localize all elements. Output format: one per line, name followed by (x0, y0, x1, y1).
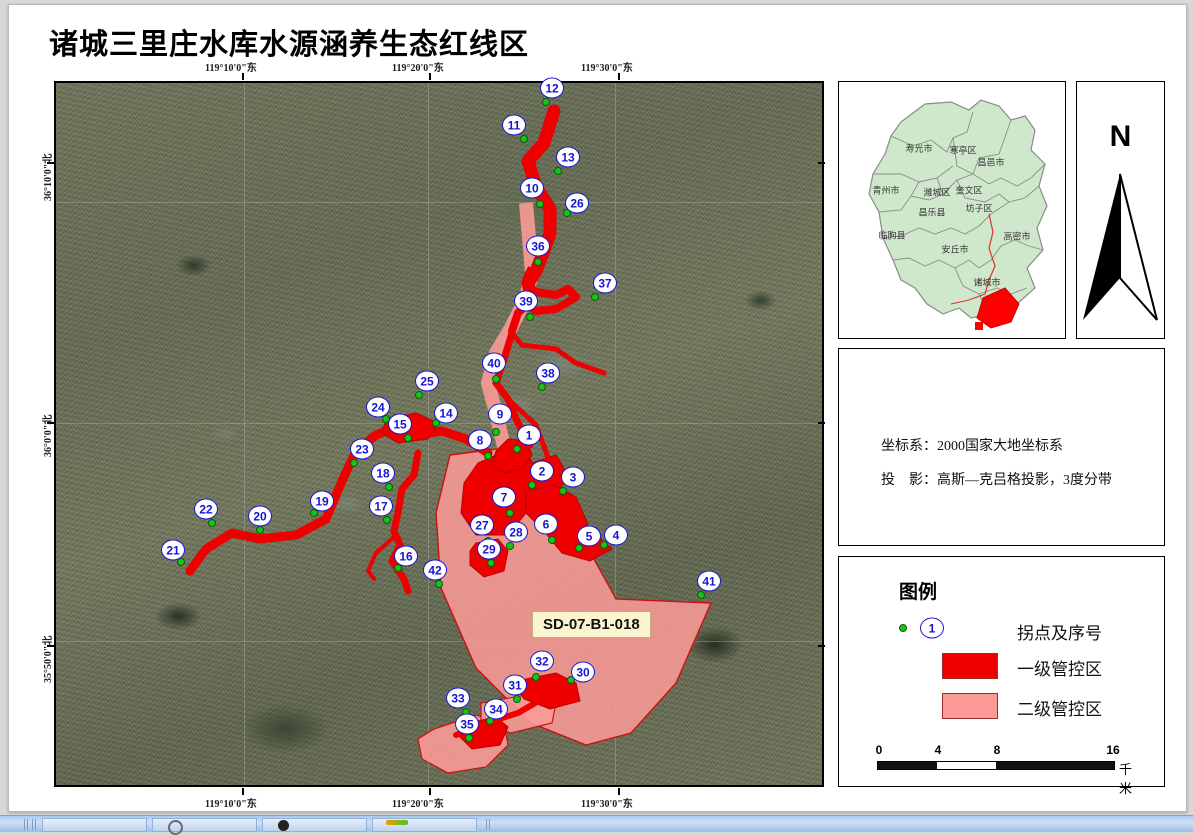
axis-label-bottom-3: 119°30'0"东 (581, 799, 633, 810)
axis-tick-bottom (618, 788, 620, 795)
inset-district-label: 寒亭区 (949, 145, 977, 156)
axis-tick-left (47, 162, 54, 164)
map-sheet: 诸城三里庄水库水源涵养生态红线区 (8, 4, 1187, 812)
axis-tick-top (242, 73, 244, 80)
scale-number-4: 4 (934, 743, 942, 757)
axis-label-bottom-1: 119°10'0"东 (205, 799, 257, 810)
scale-number-16: 16 (1106, 743, 1120, 757)
gridline-vertical (243, 83, 245, 785)
axis-label-top-2: 119°20'0"东 (392, 63, 444, 74)
north-arrow-panel: N (1076, 81, 1165, 339)
legend-swatch-level2 (942, 693, 998, 719)
axis-tick-right (818, 162, 825, 164)
inset-district-label: 寿光市 (905, 143, 933, 154)
taskbar-app-icon[interactable] (278, 820, 289, 831)
legend-swatch-level1 (942, 653, 998, 679)
axis-tick-right (818, 645, 825, 647)
inset-district-label: 奎文区 (955, 185, 983, 196)
axis-tick-bottom (429, 788, 431, 795)
axis-tick-left (47, 645, 54, 647)
taskbar-grip[interactable] (486, 819, 491, 830)
axis-tick-top (429, 73, 431, 80)
inset-district-label: 潍城区 (923, 187, 951, 198)
inset-district-label: 临朐县 (878, 230, 906, 241)
legend-item-level1: 一级管控区 (887, 653, 1147, 687)
os-taskbar[interactable] (0, 815, 1193, 835)
legend-label-vertex: 拐点及序号 (1017, 624, 1102, 643)
vertex-number-icon: 1 (920, 617, 944, 639)
taskbar-grip[interactable] (32, 819, 37, 830)
scale-unit-label: 千米 (1119, 762, 1133, 796)
taskbar-app-icon[interactable] (386, 820, 408, 825)
axis-label-left-3: 35°50'0"北 (43, 635, 54, 683)
inset-district-labels: 寿光市 寒亭区 昌邑市青州市 潍城区 奎文区 昌乐县 坊子区临朐县 高密市安丘市诸城市 (839, 82, 1065, 338)
gridline-horizontal (56, 202, 822, 204)
axis-tick-top (618, 73, 620, 80)
projection-info-panel: 坐标系：2000国家大地坐标系 投 影：高斯—克吕格投影，3度分带 (838, 348, 1165, 546)
axis-tick-left (47, 422, 54, 424)
inset-district-label: 昌乐县 (918, 207, 946, 218)
taskbar-button[interactable] (42, 818, 147, 832)
vertex-point-icon (899, 624, 907, 632)
legend-label-level1: 一级管控区 (1017, 660, 1102, 679)
axis-label-top-3: 119°30'0"东 (581, 63, 633, 74)
inset-location-map[interactable]: 寿光市 寒亭区 昌邑市青州市 潍城区 奎文区 昌乐县 坊子区临朐县 高密市安丘市诸城市 (838, 81, 1066, 339)
projection-line: 投 影：高斯—克吕格投影，3度分带 (881, 473, 1112, 488)
inset-district-label: 高密市 (1003, 231, 1031, 242)
inset-district-label: 昌邑市 (977, 157, 1005, 168)
map-callout-label: SD-07-B1-018 (532, 611, 651, 638)
axis-tick-right (818, 422, 825, 424)
inset-district-label: 青州市 (872, 185, 900, 196)
gridline-horizontal (56, 641, 822, 643)
scale-bar: 0 4 8 16 千米 (875, 743, 1132, 796)
north-arrow-icon (1083, 173, 1158, 321)
scale-number-0: 0 (875, 743, 883, 757)
legend-item-level2: 二级管控区 (887, 693, 1147, 727)
legend-panel: 图例 1 拐点及序号 一级管控区 二级管控区 0 4 8 (838, 556, 1165, 796)
scale-number-8: 8 (993, 743, 1001, 757)
inset-district-label: 安丘市 (941, 244, 969, 255)
taskbar-app-icon[interactable] (168, 820, 183, 835)
redline-geometry (185, 104, 713, 774)
inset-district-label: 坊子区 (965, 203, 993, 214)
axis-label-left-1: 36°10'0"北 (43, 153, 54, 201)
legend-label-level2: 二级管控区 (1017, 700, 1102, 719)
inset-district-label: 诸城市 (973, 277, 1001, 288)
legend-item-vertex: 1 拐点及序号 (887, 617, 1147, 651)
scale-bar-graphic (877, 761, 1115, 770)
axis-label-bottom-2: 119°20'0"东 (392, 799, 444, 810)
axis-tick-bottom (242, 788, 244, 795)
axis-label-top-1: 119°10'0"东 (205, 63, 257, 74)
legend-title: 图例 (899, 581, 938, 603)
north-letter: N (1109, 120, 1132, 153)
page-title: 诸城三里庄水库水源涵养生态红线区 (49, 27, 530, 61)
main-map-frame[interactable]: SD-07-B1-018 (54, 81, 824, 787)
axis-label-left-2: 36°0'0"北 (43, 414, 54, 457)
taskbar-grip[interactable] (24, 819, 29, 830)
coordinate-system-line: 坐标系：2000国家大地坐标系 (881, 439, 1063, 454)
gridline-vertical (615, 83, 617, 785)
